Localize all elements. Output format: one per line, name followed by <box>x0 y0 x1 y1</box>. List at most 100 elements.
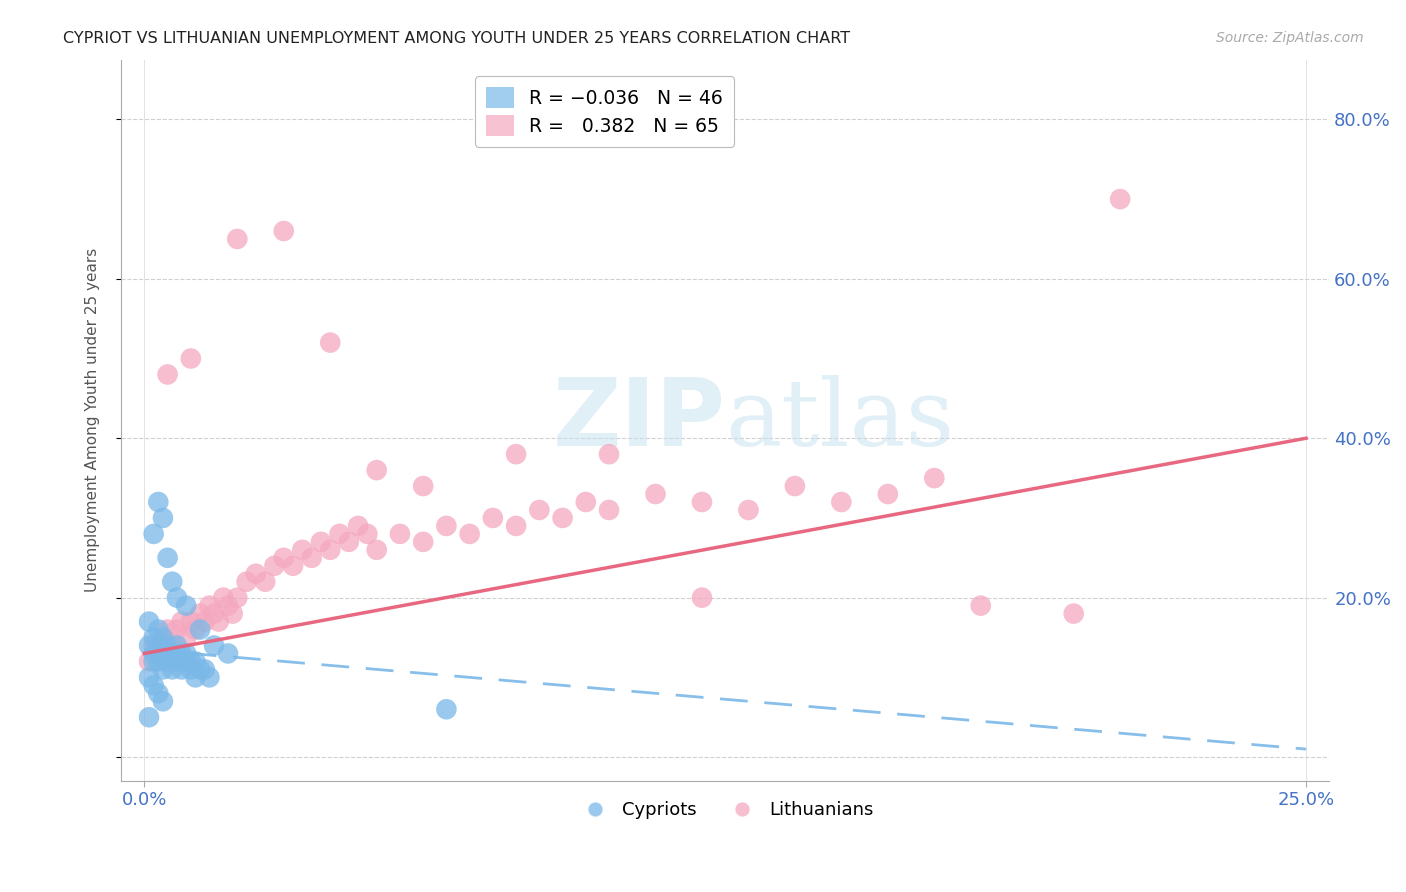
Point <box>184 623 207 637</box>
Point <box>434 702 457 716</box>
Point <box>162 574 184 589</box>
Point <box>388 527 411 541</box>
Point <box>412 479 434 493</box>
Point <box>174 599 197 613</box>
Point <box>598 447 620 461</box>
Point <box>924 471 946 485</box>
Point <box>235 574 257 589</box>
Point <box>291 542 314 557</box>
Point <box>170 647 193 661</box>
Text: atlas: atlas <box>725 376 955 466</box>
Point <box>319 542 342 557</box>
Text: CYPRIOT VS LITHUANIAN UNEMPLOYMENT AMONG YOUTH UNDER 25 YEARS CORRELATION CHART: CYPRIOT VS LITHUANIAN UNEMPLOYMENT AMONG… <box>63 31 851 46</box>
Point <box>166 639 188 653</box>
Point <box>148 655 170 669</box>
Point <box>148 639 170 653</box>
Point <box>226 232 249 246</box>
Point <box>366 542 388 557</box>
Point <box>337 534 360 549</box>
Point <box>263 558 285 573</box>
Legend: Cypriots, Lithuanians: Cypriots, Lithuanians <box>569 794 880 826</box>
Point <box>156 550 179 565</box>
Point <box>434 519 457 533</box>
Point <box>148 647 170 661</box>
Point <box>690 495 713 509</box>
Point <box>184 670 207 684</box>
Point <box>166 623 188 637</box>
Point <box>152 694 174 708</box>
Point <box>309 534 332 549</box>
Point <box>170 662 193 676</box>
Point <box>198 670 221 684</box>
Point <box>170 615 193 629</box>
Point <box>226 591 249 605</box>
Point <box>156 368 179 382</box>
Point <box>876 487 898 501</box>
Point <box>212 591 235 605</box>
Y-axis label: Unemployment Among Youth under 25 years: Unemployment Among Youth under 25 years <box>86 248 100 592</box>
Point <box>575 495 598 509</box>
Point <box>184 655 207 669</box>
Point <box>347 519 370 533</box>
Point <box>142 527 165 541</box>
Point <box>174 647 197 661</box>
Point <box>598 503 620 517</box>
Point <box>180 351 202 366</box>
Point <box>156 647 179 661</box>
Point <box>156 623 179 637</box>
Point <box>138 710 160 724</box>
Point <box>152 631 174 645</box>
Point <box>217 647 239 661</box>
Point <box>217 599 239 613</box>
Point <box>152 647 174 661</box>
Point <box>162 639 184 653</box>
Point <box>970 599 993 613</box>
Point <box>356 527 378 541</box>
Point <box>505 447 527 461</box>
Point <box>188 623 211 637</box>
Point <box>830 495 852 509</box>
Point <box>1063 607 1085 621</box>
Point <box>156 655 179 669</box>
Point <box>138 615 160 629</box>
Point <box>482 511 505 525</box>
Point <box>202 639 225 653</box>
Point <box>188 662 211 676</box>
Point <box>783 479 806 493</box>
Point <box>142 639 165 653</box>
Point <box>138 670 160 684</box>
Text: ZIP: ZIP <box>553 375 725 467</box>
Point <box>458 527 481 541</box>
Point <box>142 655 165 669</box>
Point <box>156 639 179 653</box>
Point <box>273 550 295 565</box>
Point <box>737 503 759 517</box>
Point <box>148 647 170 661</box>
Point <box>301 550 323 565</box>
Point <box>174 631 197 645</box>
Point <box>529 503 551 517</box>
Point <box>273 224 295 238</box>
Point <box>166 591 188 605</box>
Point <box>366 463 388 477</box>
Point <box>412 534 434 549</box>
Point <box>142 678 165 692</box>
Point <box>162 662 184 676</box>
Point <box>148 686 170 700</box>
Point <box>245 566 267 581</box>
Point <box>505 519 527 533</box>
Point <box>148 495 170 509</box>
Point <box>180 662 202 676</box>
Point <box>152 662 174 676</box>
Point <box>166 655 188 669</box>
Point <box>142 647 165 661</box>
Point <box>194 662 217 676</box>
Point <box>221 607 243 621</box>
Point <box>138 639 160 653</box>
Point <box>551 511 574 525</box>
Point <box>208 615 231 629</box>
Point <box>644 487 666 501</box>
Point <box>138 655 160 669</box>
Point <box>281 558 304 573</box>
Point <box>148 623 170 637</box>
